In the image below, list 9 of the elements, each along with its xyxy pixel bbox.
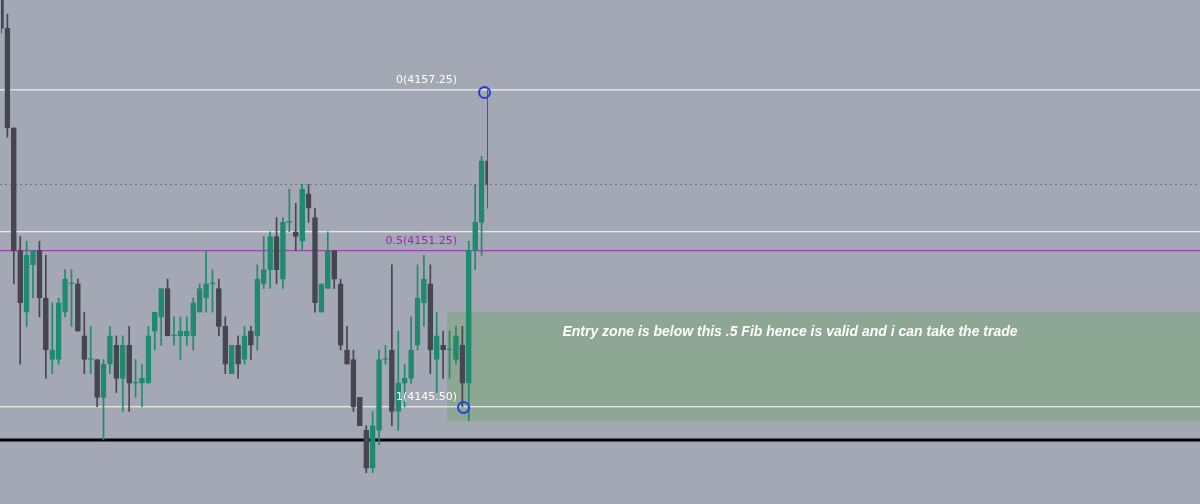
annotation: 0(4157.25) bbox=[395, 73, 457, 87]
text: Entry zone is below this .5 Fib hence is valid and i can take the trade bbox=[562, 323, 1018, 340]
annotation: 0.5(4151.25) bbox=[385, 234, 457, 248]
candlestick bbox=[171, 316, 177, 346]
candlestick bbox=[440, 330, 446, 379]
candlestick bbox=[203, 250, 209, 313]
candlestick bbox=[139, 363, 145, 408]
candlestick bbox=[49, 302, 56, 374]
candlestick bbox=[292, 203, 299, 252]
